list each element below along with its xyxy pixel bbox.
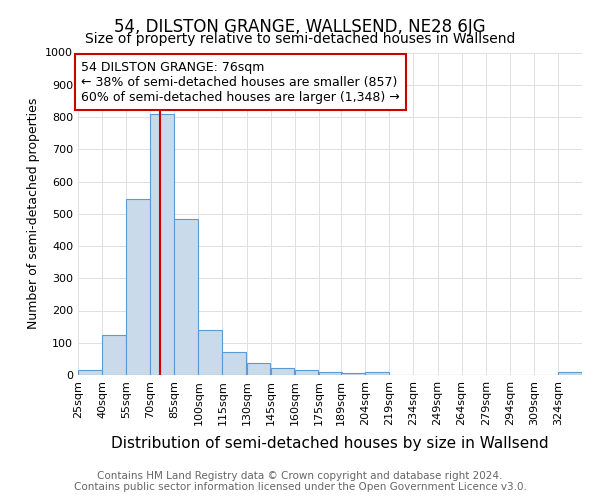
- Bar: [223, 352, 246, 375]
- Bar: [295, 370, 318, 375]
- Bar: [199, 330, 222, 375]
- Text: 54 DILSTON GRANGE: 76sqm
← 38% of semi-detached houses are smaller (857)
60% of : 54 DILSTON GRANGE: 76sqm ← 38% of semi-d…: [81, 60, 400, 104]
- Text: Contains HM Land Registry data © Crown copyright and database right 2024.
Contai: Contains HM Land Registry data © Crown c…: [74, 471, 526, 492]
- Bar: [319, 372, 343, 375]
- Y-axis label: Number of semi-detached properties: Number of semi-detached properties: [26, 98, 40, 330]
- Bar: [247, 362, 270, 375]
- Bar: [126, 199, 150, 375]
- Bar: [102, 334, 125, 375]
- Bar: [341, 374, 365, 375]
- Bar: [271, 368, 294, 375]
- Bar: [150, 114, 174, 375]
- Bar: [365, 372, 389, 375]
- Text: 54, DILSTON GRANGE, WALLSEND, NE28 6JG: 54, DILSTON GRANGE, WALLSEND, NE28 6JG: [114, 18, 486, 36]
- Bar: [175, 218, 198, 375]
- Bar: [78, 370, 101, 375]
- Text: Size of property relative to semi-detached houses in Wallsend: Size of property relative to semi-detach…: [85, 32, 515, 46]
- X-axis label: Distribution of semi-detached houses by size in Wallsend: Distribution of semi-detached houses by …: [111, 436, 549, 451]
- Bar: [558, 372, 581, 375]
